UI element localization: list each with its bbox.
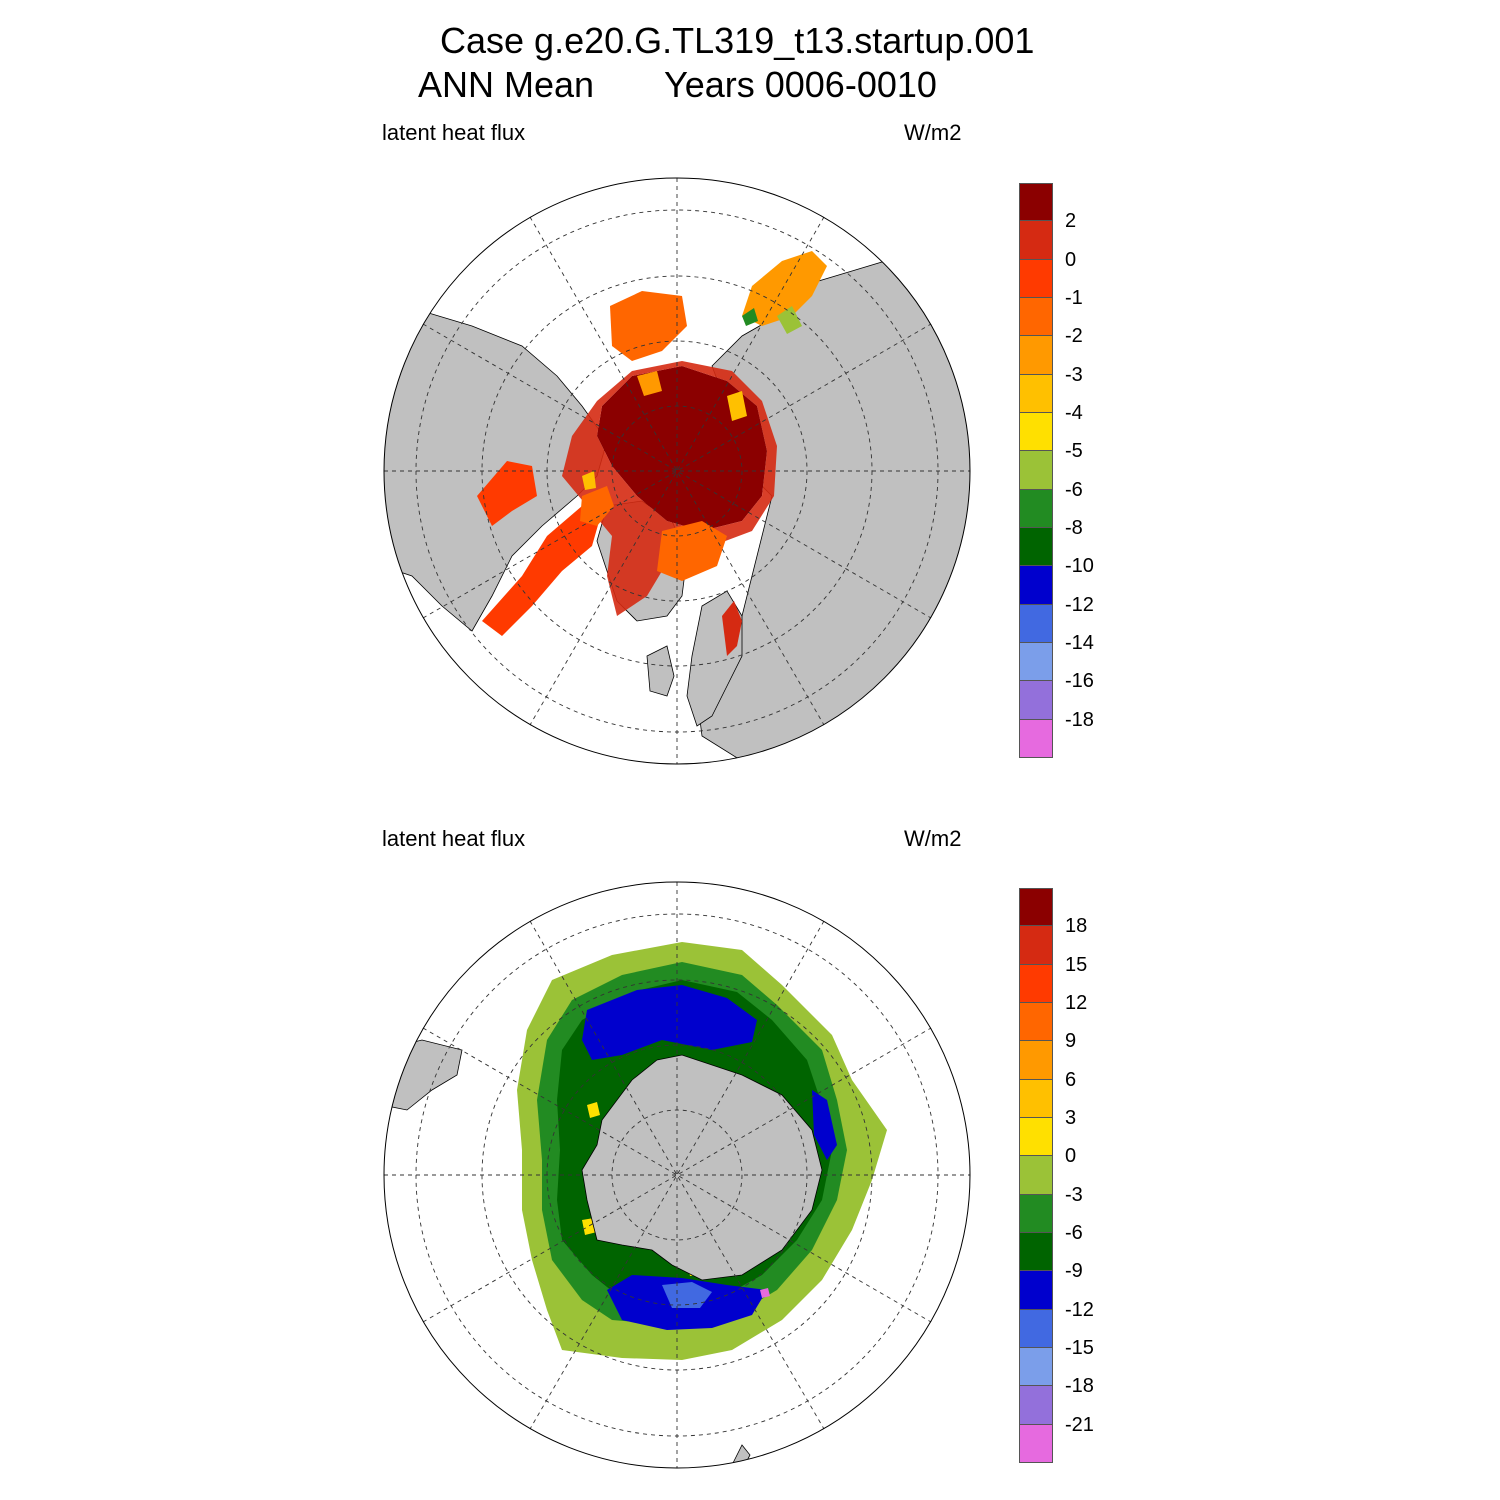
- colorbar-tick-label: -12: [1065, 1298, 1094, 1321]
- panel2-variable-label: latent heat flux: [382, 826, 526, 851]
- colorbar-tick-label: -18: [1065, 1375, 1094, 1398]
- flux-patch-orange: [637, 371, 662, 396]
- colorbar-swatch: [1019, 1271, 1053, 1310]
- colorbar-swatch: [1019, 888, 1053, 927]
- colorbar-swatch: [1019, 413, 1053, 452]
- flux-okhotsk-sea: [742, 251, 827, 326]
- flux-weddell-blue: [582, 985, 757, 1060]
- colorbar-swatch: [1019, 1156, 1053, 1195]
- colorbar-tick-label: -10: [1065, 555, 1094, 578]
- flux-patch-yellow2: [582, 471, 596, 490]
- colorbar-swatch: [1019, 604, 1053, 643]
- colorbar-swatch: [1019, 566, 1053, 605]
- colorbar-tick-label: 9: [1065, 1030, 1077, 1053]
- flux-baltic-sea: [722, 601, 742, 656]
- flux-ring-red: [562, 361, 777, 616]
- colorbar-tick-label: -2: [1065, 325, 1083, 348]
- land-north-america: [384, 305, 608, 632]
- colorbar-swatch: [1019, 1118, 1053, 1157]
- colorbar-tick-label: 15: [1065, 953, 1088, 976]
- colorbar-swatch: [1019, 964, 1053, 1003]
- main-title-line1: Case g.e20.G.TL319_t13.startup.001: [440, 20, 1035, 61]
- colorbar-swatch: [1019, 374, 1053, 413]
- flux-okhotsk-green: [742, 308, 758, 326]
- colorbar-swatch: [1019, 489, 1053, 528]
- colorbar-tick-label: -5: [1065, 440, 1083, 463]
- flux-ross-lightblue: [662, 1282, 712, 1308]
- colorbar-tick-label: -1: [1065, 287, 1083, 309]
- colorbar-swatch: [1019, 183, 1053, 222]
- flux-east-blue: [812, 1090, 837, 1160]
- colorbar-tick-label: 18: [1065, 915, 1088, 938]
- colorbar-tick-label: 6: [1065, 1068, 1077, 1091]
- panel2-units-label: W/m2: [904, 826, 962, 851]
- colorbar-tick-label: 12: [1065, 992, 1088, 1014]
- colorbar-tick-label: -12: [1065, 593, 1094, 616]
- map-boundary-circle: [383, 881, 971, 1469]
- colorbar-tick-label: -21: [1065, 1413, 1094, 1436]
- colorbar-tick-label: 2: [1065, 210, 1077, 233]
- colorbar-swatch: [1019, 1386, 1053, 1425]
- colorbar-swatch: [1019, 336, 1053, 375]
- antarctic-polar-map: [383, 881, 971, 1469]
- flux-okhotsk-low: [777, 306, 802, 334]
- main-title-period: ANN Mean: [418, 64, 595, 105]
- flux-central-arctic: [597, 366, 767, 531]
- colorbar-swatch: [1019, 1041, 1053, 1080]
- flux-hudson-bay: [477, 461, 537, 526]
- colorbar-swatch: [1019, 1194, 1053, 1233]
- colorbar-tick-label: -8: [1065, 517, 1083, 539]
- land-antarctica: [581, 1054, 823, 1281]
- colorbar-swatch: [1019, 681, 1053, 720]
- colorbar-swatch: [1019, 1233, 1053, 1272]
- flux-patch-yellow: [727, 391, 747, 421]
- colorbar-swatch: [1019, 1424, 1053, 1463]
- map-boundary-circle: [383, 177, 971, 765]
- flux-baffin-bay: [580, 486, 614, 526]
- colorbar-swatch: [1019, 1348, 1053, 1387]
- colorbar-swatch: [1019, 926, 1053, 965]
- colorbar-swatch: [1019, 221, 1053, 260]
- panel1-variable-label: latent heat flux: [382, 120, 526, 145]
- colorbar-swatch: [1019, 1079, 1053, 1118]
- colorbar-tick-label: -15: [1065, 1337, 1094, 1359]
- main-title-years: Years 0006-0010: [664, 64, 937, 105]
- land-uk: [646, 645, 675, 697]
- colorbar-tick-label: -6: [1065, 1222, 1083, 1244]
- flux-patch-pink: [760, 1288, 770, 1298]
- colorbar-tick-label: -18: [1065, 708, 1094, 731]
- flux-patch-yellow-a: [587, 1102, 600, 1118]
- colorbar-swatch: [1019, 719, 1053, 758]
- arctic-polar-map: [383, 177, 971, 765]
- colorbar-tick-label: -16: [1065, 670, 1094, 693]
- colorbar-tick-label: 3: [1065, 1107, 1077, 1129]
- flux-bering-sea: [610, 291, 687, 361]
- colorbar-tick-label: -4: [1065, 402, 1083, 424]
- colorbar-swatch: [1019, 643, 1053, 682]
- panel1-units-label: W/m2: [904, 120, 962, 145]
- colorbar-tick-label: 0: [1065, 248, 1077, 271]
- colorbar-tick-label: 0: [1065, 1145, 1077, 1168]
- flux-labrador-sea: [482, 506, 602, 636]
- colorbar-tick-label: -3: [1065, 1183, 1083, 1206]
- colorbar-swatch: [1019, 1309, 1053, 1348]
- colorbar-swatch: [1019, 259, 1053, 298]
- colorbar-tick-label: -14: [1065, 632, 1094, 654]
- colorbar-tick-label: -6: [1065, 478, 1083, 501]
- antarctic-colorbar: 18 15 12 9 6 3 0 -3 -6 -9 -12 -15 -18 -21: [1019, 888, 1129, 1463]
- colorbar-swatch: [1019, 298, 1053, 337]
- colorbar-tick-label: -9: [1065, 1260, 1083, 1283]
- colorbar-tick-label: -3: [1065, 363, 1083, 386]
- colorbar-swatch: [1019, 451, 1053, 490]
- arctic-colorbar: 2 0 -1 -2 -3 -4 -5 -6 -8 -10 -12 -14 -16 -18: [1019, 183, 1129, 758]
- colorbar-swatch: [1019, 528, 1053, 567]
- colorbar-swatch: [1019, 1003, 1053, 1042]
